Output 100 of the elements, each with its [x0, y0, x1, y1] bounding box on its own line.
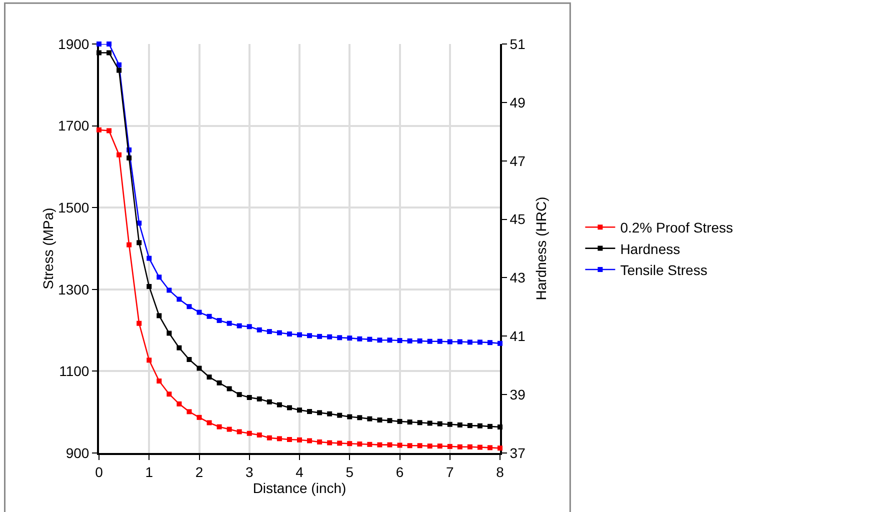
point [126, 155, 132, 160]
point [437, 421, 442, 426]
point [307, 333, 312, 338]
point [116, 68, 122, 73]
x-tick-label: 3 [245, 464, 254, 480]
y2-tick-label: 51 [510, 36, 526, 52]
point [276, 402, 282, 408]
point [266, 329, 272, 334]
point [417, 420, 422, 426]
y-tick-label: 1900 [58, 36, 90, 52]
point [437, 444, 442, 449]
point [447, 444, 452, 449]
point [106, 50, 112, 56]
point [498, 424, 502, 430]
point [176, 401, 182, 406]
point [387, 442, 392, 448]
point [126, 242, 132, 248]
point [156, 274, 162, 280]
y-tick-label: 1500 [58, 200, 90, 216]
point [246, 430, 252, 436]
point [397, 338, 402, 344]
point [467, 423, 472, 428]
point [397, 418, 402, 424]
point [498, 340, 502, 346]
point [106, 42, 112, 46]
point [116, 62, 122, 68]
point [176, 296, 182, 302]
point [387, 338, 392, 343]
x-tick-label: 2 [195, 464, 204, 480]
point [96, 127, 102, 132]
y-tick-label: 1300 [58, 281, 90, 298]
legend-label: Tensile Stress [620, 262, 708, 278]
point [166, 392, 172, 397]
y2-tick-label: 47 [510, 152, 526, 169]
point [457, 422, 462, 428]
point [377, 338, 382, 343]
y2-tick-label: 49 [510, 94, 526, 110]
point [327, 411, 332, 416]
x-tick-label: 7 [446, 464, 454, 480]
point [307, 409, 312, 414]
point [467, 340, 472, 345]
point [226, 320, 232, 326]
point [307, 438, 312, 444]
point [367, 336, 372, 342]
point [216, 318, 222, 323]
point [407, 338, 412, 344]
point [256, 396, 262, 402]
point [297, 332, 302, 338]
y2-tick-label: 41 [510, 328, 526, 344]
x-tick-label: 8 [496, 464, 504, 480]
point [327, 334, 332, 340]
x-tick-label: 1 [145, 464, 154, 480]
point [216, 380, 222, 386]
point [427, 444, 432, 449]
y-tick-label: 1100 [59, 363, 90, 380]
point [457, 339, 462, 344]
point [196, 414, 202, 420]
point [377, 442, 382, 448]
point [407, 420, 412, 425]
point [317, 334, 322, 339]
point [317, 439, 322, 444]
legend-label: 0.2% Proof Stress [620, 220, 734, 236]
point [226, 426, 232, 432]
point [156, 378, 162, 384]
point [146, 284, 152, 289]
y2-tick-label: 37 [510, 444, 526, 461]
y2-axis-title: Hardness (HRC) [533, 196, 549, 300]
point [367, 442, 372, 447]
point [417, 443, 422, 448]
point [417, 338, 422, 344]
point [96, 42, 102, 46]
legend-label: Hardness [620, 240, 680, 257]
y2-tick-label: 45 [510, 211, 526, 228]
point [266, 435, 272, 440]
point [297, 408, 302, 413]
point [447, 339, 452, 344]
point [357, 442, 362, 446]
point [477, 340, 482, 345]
point [246, 324, 252, 330]
point [337, 335, 342, 340]
point [317, 410, 322, 416]
y2-tick-label: 43 [510, 270, 526, 286]
point [276, 436, 282, 442]
point [206, 374, 212, 380]
point [397, 442, 402, 448]
point [286, 437, 292, 442]
point [236, 323, 242, 328]
point [166, 330, 172, 336]
point [236, 429, 242, 434]
point [186, 304, 192, 310]
point [146, 358, 152, 363]
point [447, 422, 452, 427]
point [477, 444, 482, 450]
point [347, 441, 352, 446]
point [226, 386, 232, 392]
point [367, 416, 372, 422]
point [347, 414, 352, 420]
point [146, 256, 152, 261]
point [116, 152, 122, 158]
x-axis-title: Distance (inch) [252, 480, 346, 496]
